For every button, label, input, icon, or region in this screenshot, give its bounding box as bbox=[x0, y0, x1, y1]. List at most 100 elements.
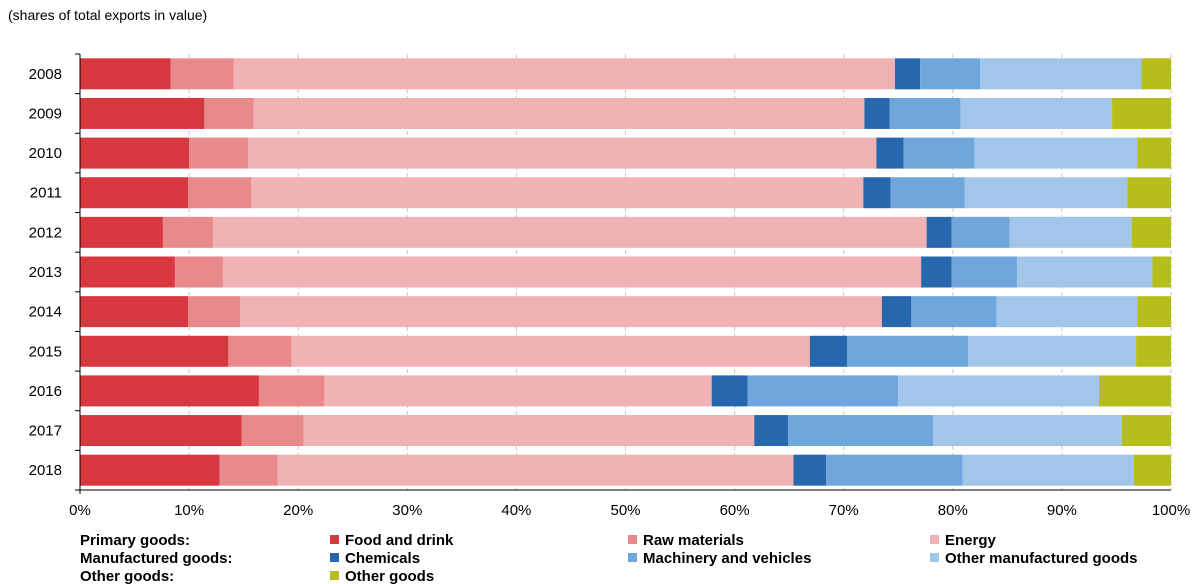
bar-segment bbox=[174, 256, 223, 288]
bar-segment bbox=[1137, 137, 1171, 169]
bar-segment bbox=[711, 375, 748, 407]
bar-segment bbox=[889, 97, 961, 129]
bar-segment bbox=[754, 415, 789, 447]
bar-segment bbox=[876, 137, 904, 169]
bar-segment bbox=[968, 335, 1137, 367]
bar-segment bbox=[898, 375, 1099, 407]
legend: Primary goods: Food and drink Raw material… bbox=[80, 532, 1138, 584]
bar-segment bbox=[951, 256, 1018, 288]
legend-swatch bbox=[628, 553, 637, 562]
bar-segment bbox=[1137, 296, 1171, 328]
bar-segment bbox=[241, 415, 304, 447]
bar-segment bbox=[80, 58, 171, 90]
legend-item-label: Chemicals bbox=[345, 550, 420, 567]
bar-segment bbox=[1017, 256, 1153, 288]
bar-segment bbox=[251, 177, 864, 209]
y-tick-label: 2018 bbox=[29, 462, 62, 479]
bar-segment bbox=[903, 137, 975, 169]
bar-segment bbox=[826, 454, 963, 486]
bar-segment bbox=[213, 216, 927, 248]
bar-segment bbox=[926, 216, 952, 248]
legend-group-label: Primary goods: bbox=[80, 532, 190, 549]
bar-segment bbox=[747, 375, 899, 407]
y-tick-label: 2014 bbox=[29, 304, 62, 321]
x-tick-label: 20% bbox=[283, 502, 313, 519]
legend-item-label: Raw materials bbox=[643, 532, 744, 549]
bar-segment bbox=[80, 375, 259, 407]
bar-segment bbox=[80, 415, 242, 447]
x-tick-label: 90% bbox=[1047, 502, 1077, 519]
bar-segment bbox=[1152, 256, 1171, 288]
y-tick-label: 2015 bbox=[29, 343, 62, 360]
bar-segment bbox=[951, 216, 1010, 248]
bars bbox=[80, 58, 1171, 486]
bar-segment bbox=[809, 335, 847, 367]
bar-segment bbox=[324, 375, 712, 407]
legend-swatch bbox=[628, 535, 637, 544]
legend-swatch bbox=[330, 553, 339, 562]
bar-segment bbox=[920, 58, 981, 90]
bar-segment bbox=[80, 335, 229, 367]
legend-swatch bbox=[930, 553, 939, 562]
bar-segment bbox=[1127, 177, 1171, 209]
bar-segment bbox=[911, 296, 997, 328]
bar-segment bbox=[188, 296, 241, 328]
bar-segment bbox=[788, 415, 934, 447]
bar-segment bbox=[253, 97, 865, 129]
y-tick-label: 2009 bbox=[29, 105, 62, 122]
bar-segment bbox=[258, 375, 325, 407]
bar-segment bbox=[222, 256, 922, 288]
bar-segment bbox=[80, 177, 189, 209]
bar-segment bbox=[960, 97, 1113, 129]
x-tick-label: 100% bbox=[1152, 502, 1190, 519]
bar-segment bbox=[170, 58, 234, 90]
bar-segment bbox=[189, 137, 249, 169]
y-tick-label: 2017 bbox=[29, 423, 62, 440]
axes: 0% 10% 20% 30% 40% 50% 60% 70% 80% 90% 100% 2008 200… bbox=[29, 53, 1190, 519]
bar-segment bbox=[921, 256, 952, 288]
bar-segment bbox=[962, 454, 1134, 486]
legend-item-label: Machinery and vehicles bbox=[643, 550, 811, 567]
bar-segment bbox=[80, 216, 163, 248]
bar-segment bbox=[1131, 216, 1171, 248]
bar-segment bbox=[890, 177, 965, 209]
bar-segment bbox=[248, 137, 877, 169]
bar-segment bbox=[80, 454, 220, 486]
y-tick-label: 2008 bbox=[29, 66, 62, 83]
legend-swatch bbox=[930, 535, 939, 544]
bar-segment bbox=[80, 296, 189, 328]
legend-item-label: Energy bbox=[945, 532, 997, 549]
bar-segment bbox=[303, 415, 755, 447]
legend-swatch bbox=[330, 535, 339, 544]
x-tick-label: 40% bbox=[501, 502, 531, 519]
x-tick-label: 70% bbox=[829, 502, 859, 519]
x-tick-label: 30% bbox=[392, 502, 422, 519]
bar-segment bbox=[933, 415, 1122, 447]
bar-segment bbox=[881, 296, 912, 328]
bar-segment bbox=[233, 58, 895, 90]
bar-segment bbox=[863, 177, 891, 209]
x-tick-label: 60% bbox=[720, 502, 750, 519]
bar-segment bbox=[1133, 454, 1171, 486]
bar-segment bbox=[864, 97, 890, 129]
bar-segment bbox=[980, 58, 1142, 90]
bar-segment bbox=[219, 454, 278, 486]
x-tick-label: 50% bbox=[610, 502, 640, 519]
y-tick-label: 2016 bbox=[29, 383, 62, 400]
bar-segment bbox=[793, 454, 827, 486]
bar-segment bbox=[1136, 335, 1171, 367]
legend-swatch bbox=[330, 571, 339, 580]
bar-segment bbox=[1009, 216, 1132, 248]
bar-segment bbox=[188, 177, 252, 209]
bar-segment bbox=[80, 97, 205, 129]
bar-segment bbox=[1112, 97, 1171, 129]
legend-group-label: Other goods: bbox=[80, 568, 174, 584]
bar-segment bbox=[996, 296, 1138, 328]
bar-segment bbox=[964, 177, 1128, 209]
bar-segment bbox=[80, 256, 175, 288]
bar-segment bbox=[277, 454, 794, 486]
x-tick-label: 80% bbox=[938, 502, 968, 519]
legend-item-label: Other goods bbox=[345, 568, 434, 584]
chart-subtitle: (shares of total exports in value) bbox=[8, 7, 208, 23]
